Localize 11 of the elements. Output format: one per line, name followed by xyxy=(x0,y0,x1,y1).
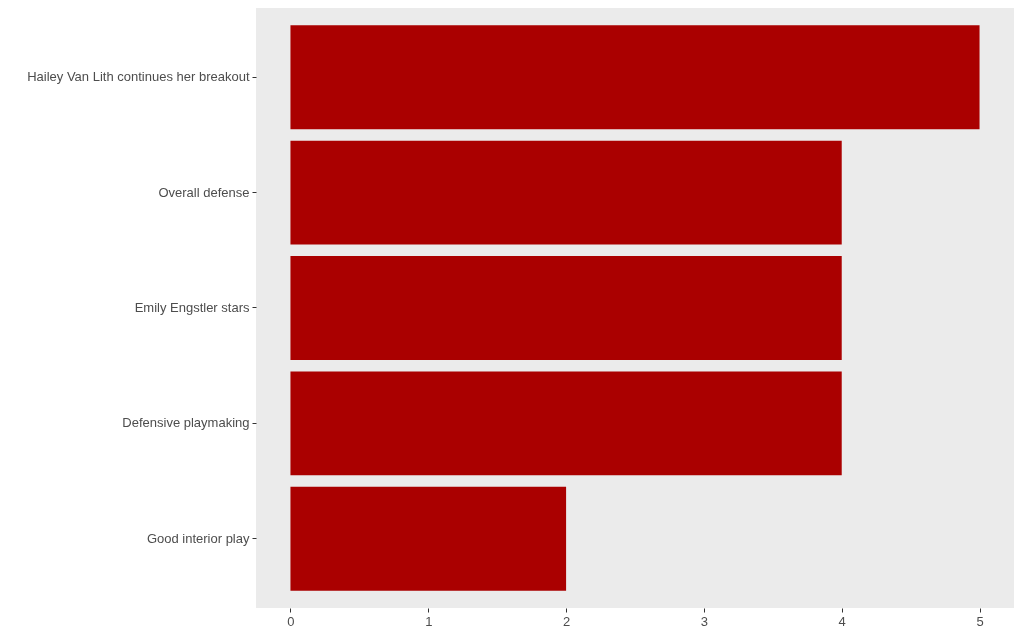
y-tick-label: Emily Engstler stars xyxy=(134,300,250,315)
x-tick-label: 2 xyxy=(562,613,571,629)
y-tick-label: Overall defense xyxy=(158,184,250,200)
x-tick-label: 5 xyxy=(976,613,984,629)
y-tick-label: Defensive playmaking xyxy=(122,415,250,431)
x-tick-label: 3 xyxy=(700,613,709,629)
x-tick-label: 0 xyxy=(287,613,295,629)
y-tick-label: Hailey Van Lith continues her breakout xyxy=(27,69,250,85)
x-tick-label: 4 xyxy=(838,613,846,629)
y-tick-label: Good interior play xyxy=(146,530,250,546)
x-tick-label: 1 xyxy=(425,613,433,629)
